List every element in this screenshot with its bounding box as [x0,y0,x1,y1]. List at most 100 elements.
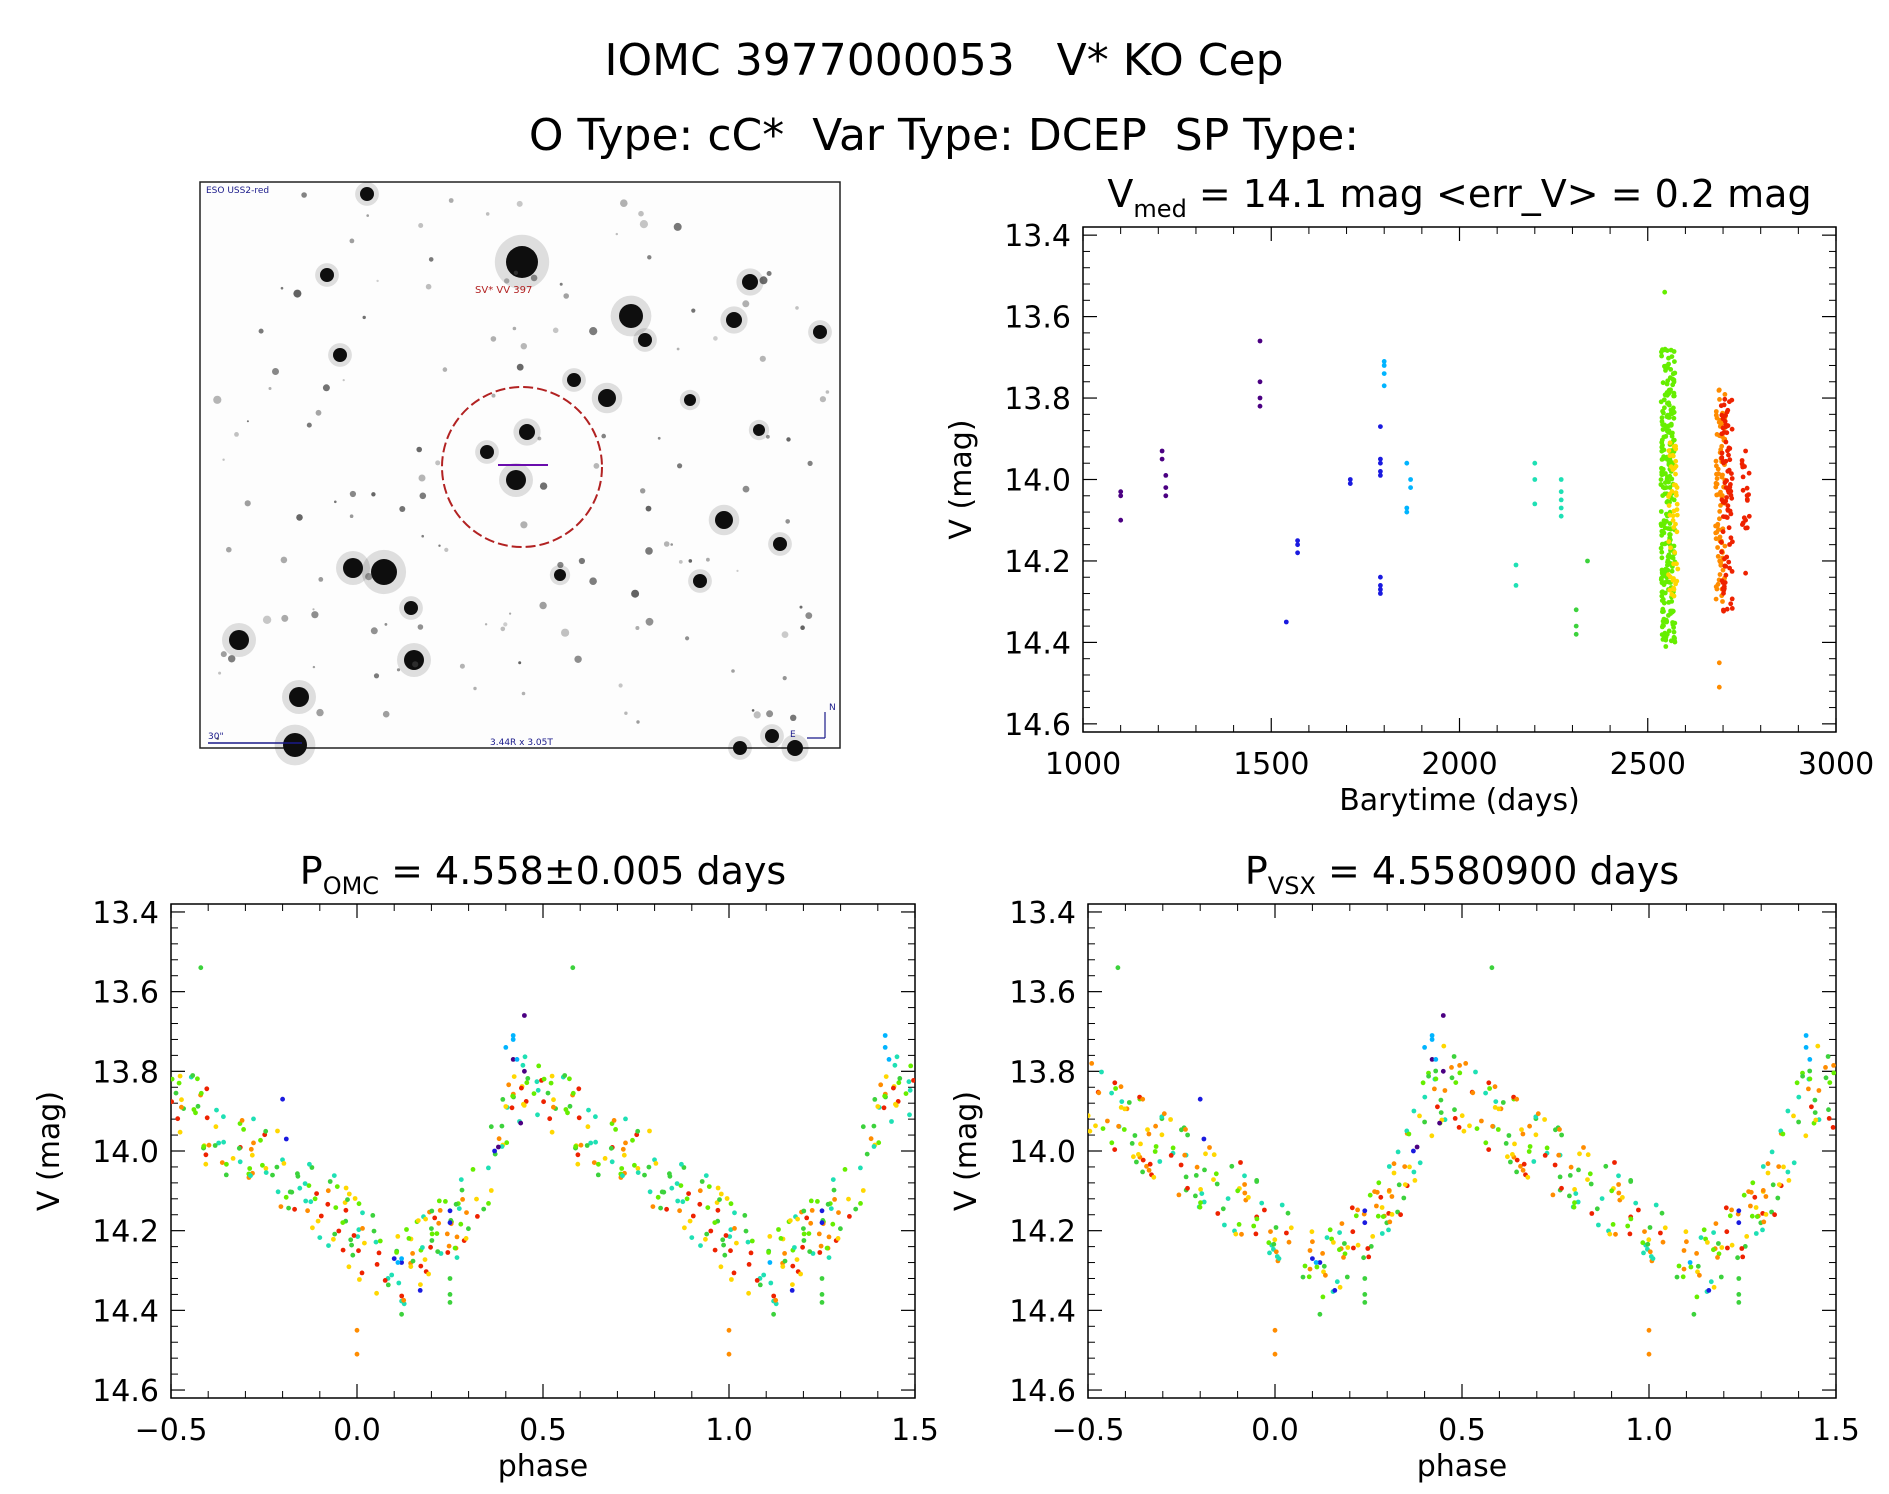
data-point-s8 [1717,509,1723,514]
phase-point [1389,1212,1395,1217]
x-tick-label: 1000 [1045,747,1121,782]
data-point-green-extra [399,1311,404,1317]
phase-point [1776,1164,1782,1169]
faint-star [306,422,312,428]
faint-star [418,223,424,228]
phase-point [1386,1164,1392,1169]
faint-star [753,711,761,719]
phase-point [486,1165,491,1171]
data-point-s6 [1671,349,1677,354]
phase-point [459,1187,465,1193]
star [289,687,309,707]
phase-point [1705,1240,1710,1245]
phase-point [1581,1145,1586,1150]
data-point-s8 [1717,397,1722,402]
data-point-s5 [1573,607,1579,613]
data-point-s6 [1660,609,1665,615]
phase-point [1253,1231,1259,1237]
data-point-s6 [1660,427,1666,432]
data-point-s6 [1666,552,1672,558]
data-point-s6 [1661,456,1667,461]
phase-point [415,1218,421,1223]
phase-point [426,1271,431,1277]
data-point-s1 [1257,403,1263,409]
phase-point [1557,1174,1563,1180]
phase-point [1375,1213,1381,1219]
phase-point [1096,1090,1102,1096]
data-point-s8 [1716,684,1722,690]
phase-point [191,1107,197,1112]
faint-star [349,490,356,498]
y-tick-label: 14.4 [1009,1294,1076,1329]
phase-point [510,1093,516,1099]
phase-point [1646,1237,1652,1243]
phase-point [420,1245,425,1250]
y-tick-label: 14.2 [92,1215,159,1250]
data-point-blue [819,1220,825,1226]
phase-point [525,1076,531,1081]
data-point-s6 [1659,349,1664,355]
phase-point [1500,1100,1506,1105]
phase-point [444,1231,450,1237]
phase-point [446,1243,452,1249]
data-point-s6 [1664,579,1670,585]
phase-point [248,1146,254,1152]
phase-point [1099,1069,1104,1075]
phase-point [307,1161,312,1167]
faint-star [759,355,766,362]
data-point-s6 [1668,430,1673,436]
phase-point [373,1239,379,1245]
phase-point [715,1185,721,1191]
phase-point [1459,1113,1465,1119]
faint-star [688,559,693,563]
phase-point [1197,1204,1203,1210]
phase-point [1585,1152,1591,1158]
data-point-s9 [1722,556,1727,562]
faint-star [318,577,324,582]
data-point-s8 [1714,476,1720,481]
phase-point [432,1215,438,1221]
faint-star [736,569,739,573]
data-point-s1 [1163,473,1169,478]
phase-point [647,1128,652,1134]
phase-point [1769,1149,1775,1155]
phase-point [346,1264,352,1270]
phase-point [824,1245,830,1251]
phase-point [1395,1149,1401,1155]
phase-point [343,1185,349,1191]
phase-point [1453,1080,1459,1085]
phase-point [1753,1205,1759,1210]
phase-point [1613,1231,1618,1237]
phase-point [718,1264,724,1270]
phase-point [1131,1154,1136,1160]
phase-point [619,1166,625,1171]
phase-point [585,1124,591,1130]
phase-point [767,1234,773,1239]
phase-point [423,1216,428,1222]
data-point-green-extra [1691,1311,1697,1317]
phase-point [1474,1126,1480,1131]
y-tick-label: 13.8 [1004,382,1071,417]
data-point-s6 [1670,555,1676,561]
data-point-s9 [1729,495,1735,501]
phase-point [1417,1160,1423,1166]
phase-point [1314,1264,1320,1270]
data-point-s10 [1740,520,1746,526]
data-point-s6 [1660,442,1665,448]
data-point-s6 [1664,619,1669,625]
phase-point [1607,1231,1613,1237]
data-point-outliers [1414,1144,1420,1150]
phase-point [521,1103,527,1108]
data-point-s1 [1257,379,1263,385]
phase-point [429,1208,435,1214]
phase-point [1479,1118,1484,1124]
phase-point [1122,1106,1128,1112]
star [733,741,747,755]
phase-point [1089,1061,1095,1066]
data-point-s6 [1658,545,1664,551]
phase-point [728,1227,734,1233]
phase-point [1791,1113,1796,1119]
phase-point [251,1116,256,1122]
y-tick-label: 13.6 [1009,976,1076,1011]
phase-point [1307,1266,1313,1272]
